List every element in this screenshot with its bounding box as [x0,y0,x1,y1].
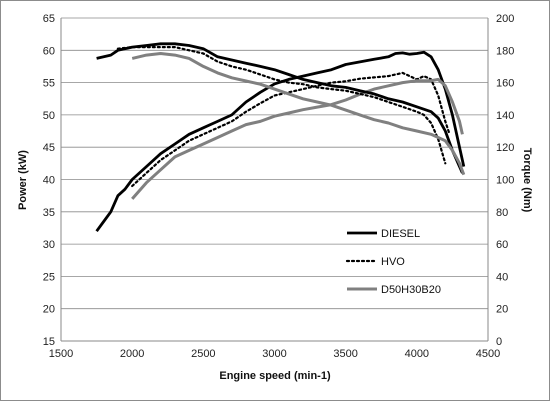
y-left-tick-label: 40 [43,175,55,187]
series-line-hvo-power [131,71,451,188]
series-line-diesel-power [95,50,466,233]
legend-label-diesel: DIESEL [381,228,420,240]
x-tick-label: 2000 [120,348,144,360]
x-tick-label: 4500 [476,348,500,360]
series-line-diesel-torque [96,42,464,174]
series-group [95,42,466,233]
legend-label-d50h30b20: D50H30B20 [381,284,441,296]
y-right-tick-label: 140 [496,110,514,122]
plot-area [60,18,489,342]
x-axis-title: Engine speed (min-1) [219,370,331,382]
series-line-hvo-torque [116,46,447,165]
y-right-tick-label: 100 [496,175,514,187]
y-left-tick-label: 50 [43,110,55,122]
x-tick-label: 3500 [333,348,357,360]
y-left-tick-label: 20 [43,304,55,316]
legend-label-hvo: HVO [381,256,405,268]
y-right-tick-label: 200 [496,13,514,25]
y-left-tick-label: 35 [43,207,55,219]
y-left-tick-label: 55 [43,78,55,90]
y-right-tick-label: 0 [496,336,502,348]
y-right-tick-label: 160 [496,78,514,90]
y-left-tick-labels: 15 20 25 30 35 40 45 50 55 60 65 [43,13,55,348]
y-left-tick-label: 30 [43,239,55,251]
y-left-tick-label: 15 [43,336,55,348]
series-line-d50h30b20-power [131,77,464,200]
x-tick-label: 1500 [49,348,73,360]
y-right-tick-label: 120 [496,142,514,154]
series-line-d50h30b20-torque [131,52,466,176]
y-left-tick-label: 25 [43,271,55,283]
y-right-tick-label: 40 [496,271,508,283]
x-tick-label: 2500 [191,348,215,360]
x-tick-label: 4000 [405,348,429,360]
y-right-tick-label: 20 [496,304,508,316]
y-right-tick-label: 80 [496,207,508,219]
x-tick-labels: 1500 2000 2500 3000 3500 4000 4500 [49,348,500,360]
y-left-tick-label: 60 [43,45,55,57]
y-right-tick-label: 180 [496,45,514,57]
y-right-tick-labels: 0 20 40 60 80 100 120 140 160 180 200 [496,13,514,348]
y-right-axis-title: Torque (Nm) [521,148,533,213]
y-right-tick-label: 60 [496,239,508,251]
x-tick-label: 3000 [262,348,286,360]
y-left-axis-title: Power (kW) [17,150,29,210]
y-left-tick-label: 45 [43,142,55,154]
legend: DIESEL HVO D50H30B20 [345,228,441,296]
y-left-tick-label: 65 [43,13,55,25]
